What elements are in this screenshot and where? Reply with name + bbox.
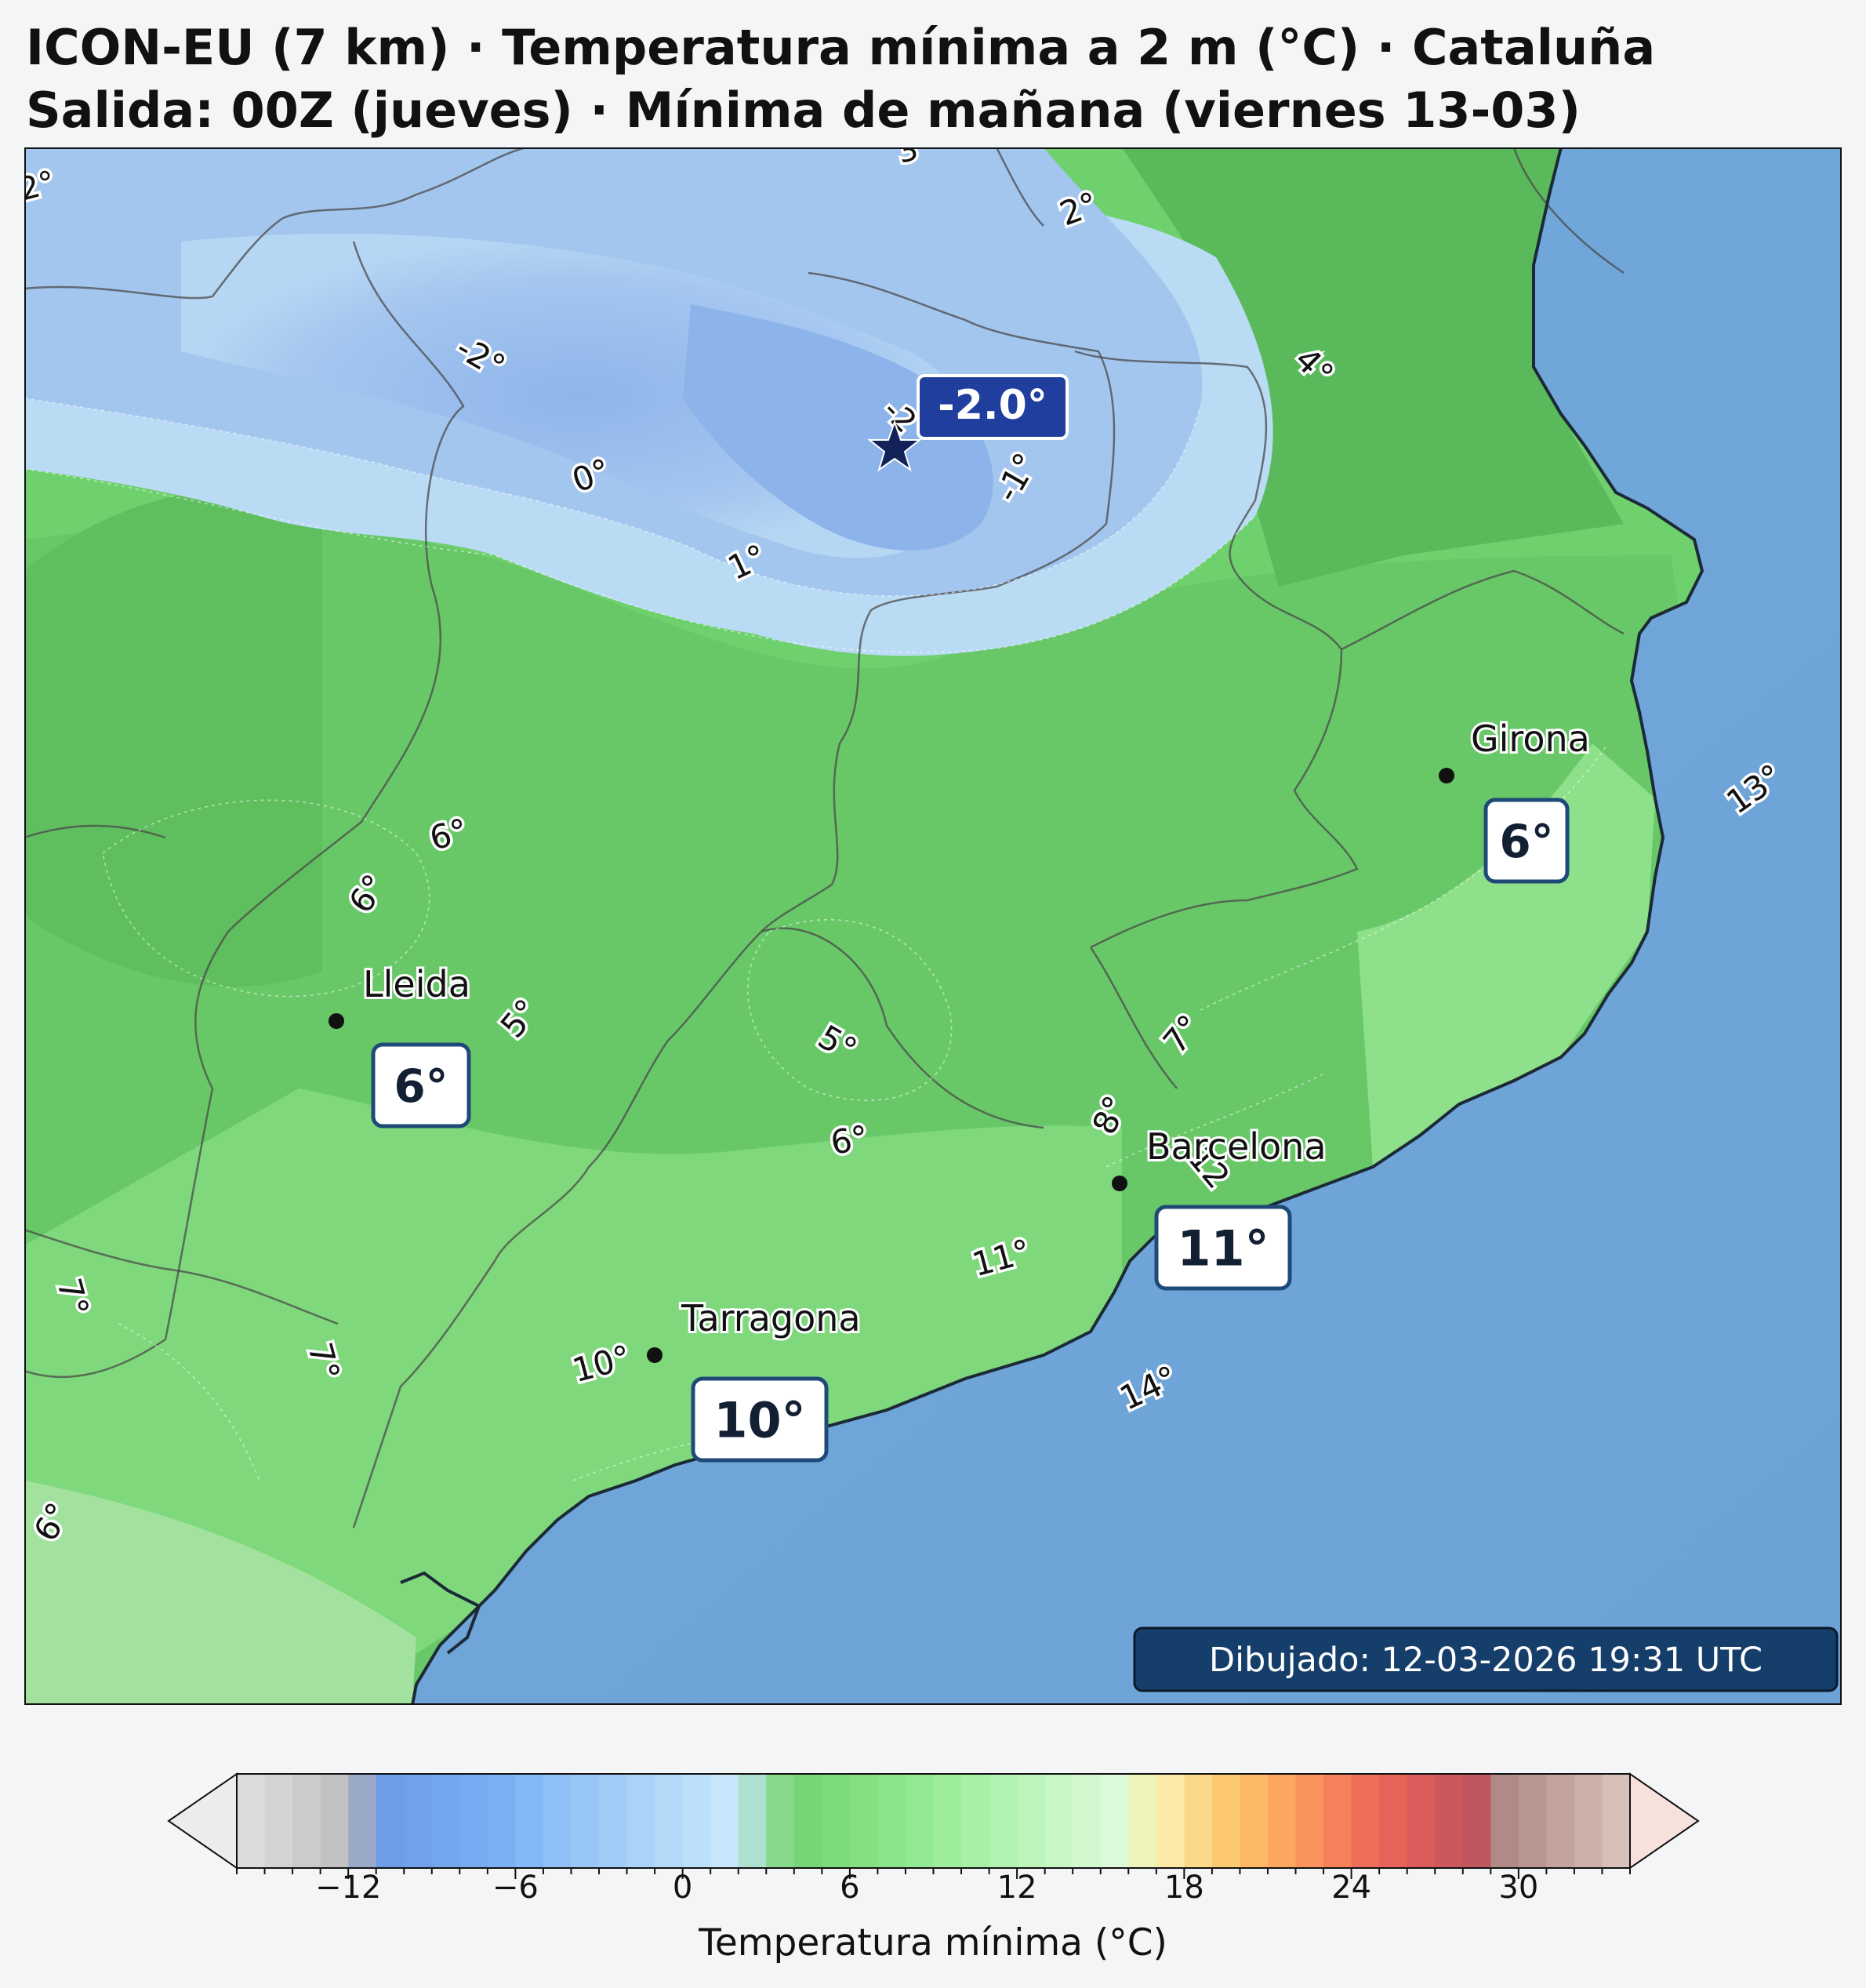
city-value-box: [691, 1376, 829, 1463]
city-dot: [1439, 768, 1454, 783]
colorbar-cell: [1295, 1774, 1324, 1868]
colorbar-cell: [292, 1774, 321, 1868]
colorbar-cell: [1184, 1774, 1213, 1868]
colorbar-cell: [404, 1774, 433, 1868]
colorbar-label: Temperatura mínima (°C): [698, 1921, 1167, 1964]
region-borders: [24, 147, 1625, 1528]
ebro-delta: [400, 1571, 481, 1655]
colorbar-cell: [543, 1774, 572, 1868]
colorbar-cell: [1546, 1774, 1575, 1868]
colorbar-cell: [1128, 1774, 1157, 1868]
colorbar-tick-label: 0: [673, 1870, 692, 1906]
colorbar-cell: [1379, 1774, 1408, 1868]
colorbar-cell: [1100, 1774, 1129, 1868]
colorbar-cell: [1490, 1774, 1519, 1868]
colorbar-cell: [1407, 1774, 1436, 1868]
colorbar-cell: [738, 1774, 767, 1868]
colorbar-tick-label: 30: [1498, 1870, 1538, 1906]
timestamp-box: Dibujado: 12-03-2026 19:31 UTC: [1133, 1626, 1839, 1692]
colorbar-cell: [766, 1774, 795, 1868]
colorbar-tick-label: 6: [840, 1870, 859, 1906]
minimum-label: -2.0°: [938, 382, 1047, 429]
city-dot: [1112, 1176, 1127, 1191]
colorbar-cell: [1602, 1774, 1631, 1868]
colorbar-cell: [487, 1774, 516, 1868]
chart-title: ICON-EU (7 km) · Temperatura mínima a 2 …: [26, 19, 1656, 76]
colorbar-extend-low: [167, 1772, 238, 1870]
colorbar-cell: [1044, 1774, 1073, 1868]
colorbar-cell: [320, 1774, 349, 1868]
city-name: Barcelona: [1146, 1125, 1327, 1168]
colorbar-cell: [1073, 1774, 1102, 1868]
coastline: [411, 147, 1704, 1705]
colorbar-cell: [793, 1774, 822, 1868]
map-frame: [24, 147, 1842, 1705]
timestamp: Dibujado: 12-03-2026 19:31 UTC: [1209, 1641, 1763, 1680]
colorbar-cell: [626, 1774, 655, 1868]
colorbar-cell: [1240, 1774, 1269, 1868]
colorbar-extend-high: [1629, 1772, 1700, 1870]
colorbar-cells: [237, 1774, 1631, 1868]
colorbar-cell: [710, 1774, 739, 1868]
colorbar-cell: [348, 1774, 377, 1868]
city-markers: Girona 6° Lleida 6° Barcelona 11° Tarragona 10°: [329, 715, 1592, 1463]
colorbar-cell: [459, 1774, 488, 1868]
colorbar-cell: [264, 1774, 293, 1868]
colorbar-cell: [1574, 1774, 1603, 1868]
colorbar-cell: [571, 1774, 600, 1868]
city-value: 6°: [1499, 815, 1553, 868]
chart-subtitle: Salida: 00Z (jueves) · Mínima de mañana …: [26, 82, 1581, 139]
colorbar-cell: [237, 1774, 266, 1868]
temperature-map[interactable]: 2°32°-2° 4°-20° -1°1°13°6°6°5° 7°5°8°6° 1211…: [24, 147, 1842, 1705]
land-temperature-field: [24, 147, 1702, 1705]
colorbar-cell: [1211, 1774, 1241, 1868]
city-value-box: [1154, 1205, 1292, 1291]
colorbar-tick-label: 12: [997, 1870, 1037, 1906]
colorbar-tick-label: 18: [1164, 1870, 1204, 1906]
colorbar-cell: [599, 1774, 628, 1868]
city-value-box: [1483, 798, 1570, 884]
city-dot: [329, 1013, 344, 1029]
colorbar-cell: [1518, 1774, 1547, 1868]
colorbar-cell: [822, 1774, 851, 1868]
colorbar-cell: [1267, 1774, 1297, 1868]
colorbar-cell: [989, 1774, 1018, 1868]
colorbar-cell: [515, 1774, 544, 1868]
city-name: Girona: [1471, 718, 1590, 760]
contour-label: 6°: [828, 1118, 872, 1162]
colorbar-cell: [1435, 1774, 1464, 1868]
colorbar-tick-label: 24: [1331, 1870, 1371, 1906]
city-value: 10°: [713, 1391, 805, 1448]
colorbar-cell: [905, 1774, 935, 1868]
colorbar-cell: [933, 1774, 962, 1868]
city-value: 11°: [1177, 1219, 1269, 1277]
colorbar-cell: [1156, 1774, 1185, 1868]
city-name: Tarragona: [681, 1297, 861, 1339]
minimum-label-box: [917, 374, 1069, 440]
colorbar-cell: [1462, 1774, 1491, 1868]
city-dot: [647, 1347, 663, 1363]
colorbar-frame: [236, 1773, 1631, 1869]
city-value-box: [371, 1042, 471, 1128]
colorbar-cell: [655, 1774, 684, 1868]
colorbar-cell: [1323, 1774, 1352, 1868]
colorbar-cell: [682, 1774, 711, 1868]
colorbar-cell: [376, 1774, 405, 1868]
colorbar-cell: [849, 1774, 879, 1868]
city-value: 6°: [394, 1059, 448, 1113]
minimum-marker[interactable]: -2.0°: [867, 374, 1069, 472]
colorbar-cell: [1351, 1774, 1380, 1868]
colorbar-ticks: −12 −6 0 6 12 18 24 30: [236, 1868, 1631, 1906]
city-name: Lleida: [363, 963, 470, 1005]
colorbar-cell: [1017, 1774, 1046, 1868]
colorbar-tick-label: −12: [315, 1870, 381, 1906]
colorbar-cell: [877, 1774, 906, 1868]
colorbar-tick-label: −6: [492, 1870, 539, 1906]
colorbar-cell: [961, 1774, 990, 1868]
star-icon: [867, 419, 922, 472]
colorbar-cell: [431, 1774, 460, 1868]
